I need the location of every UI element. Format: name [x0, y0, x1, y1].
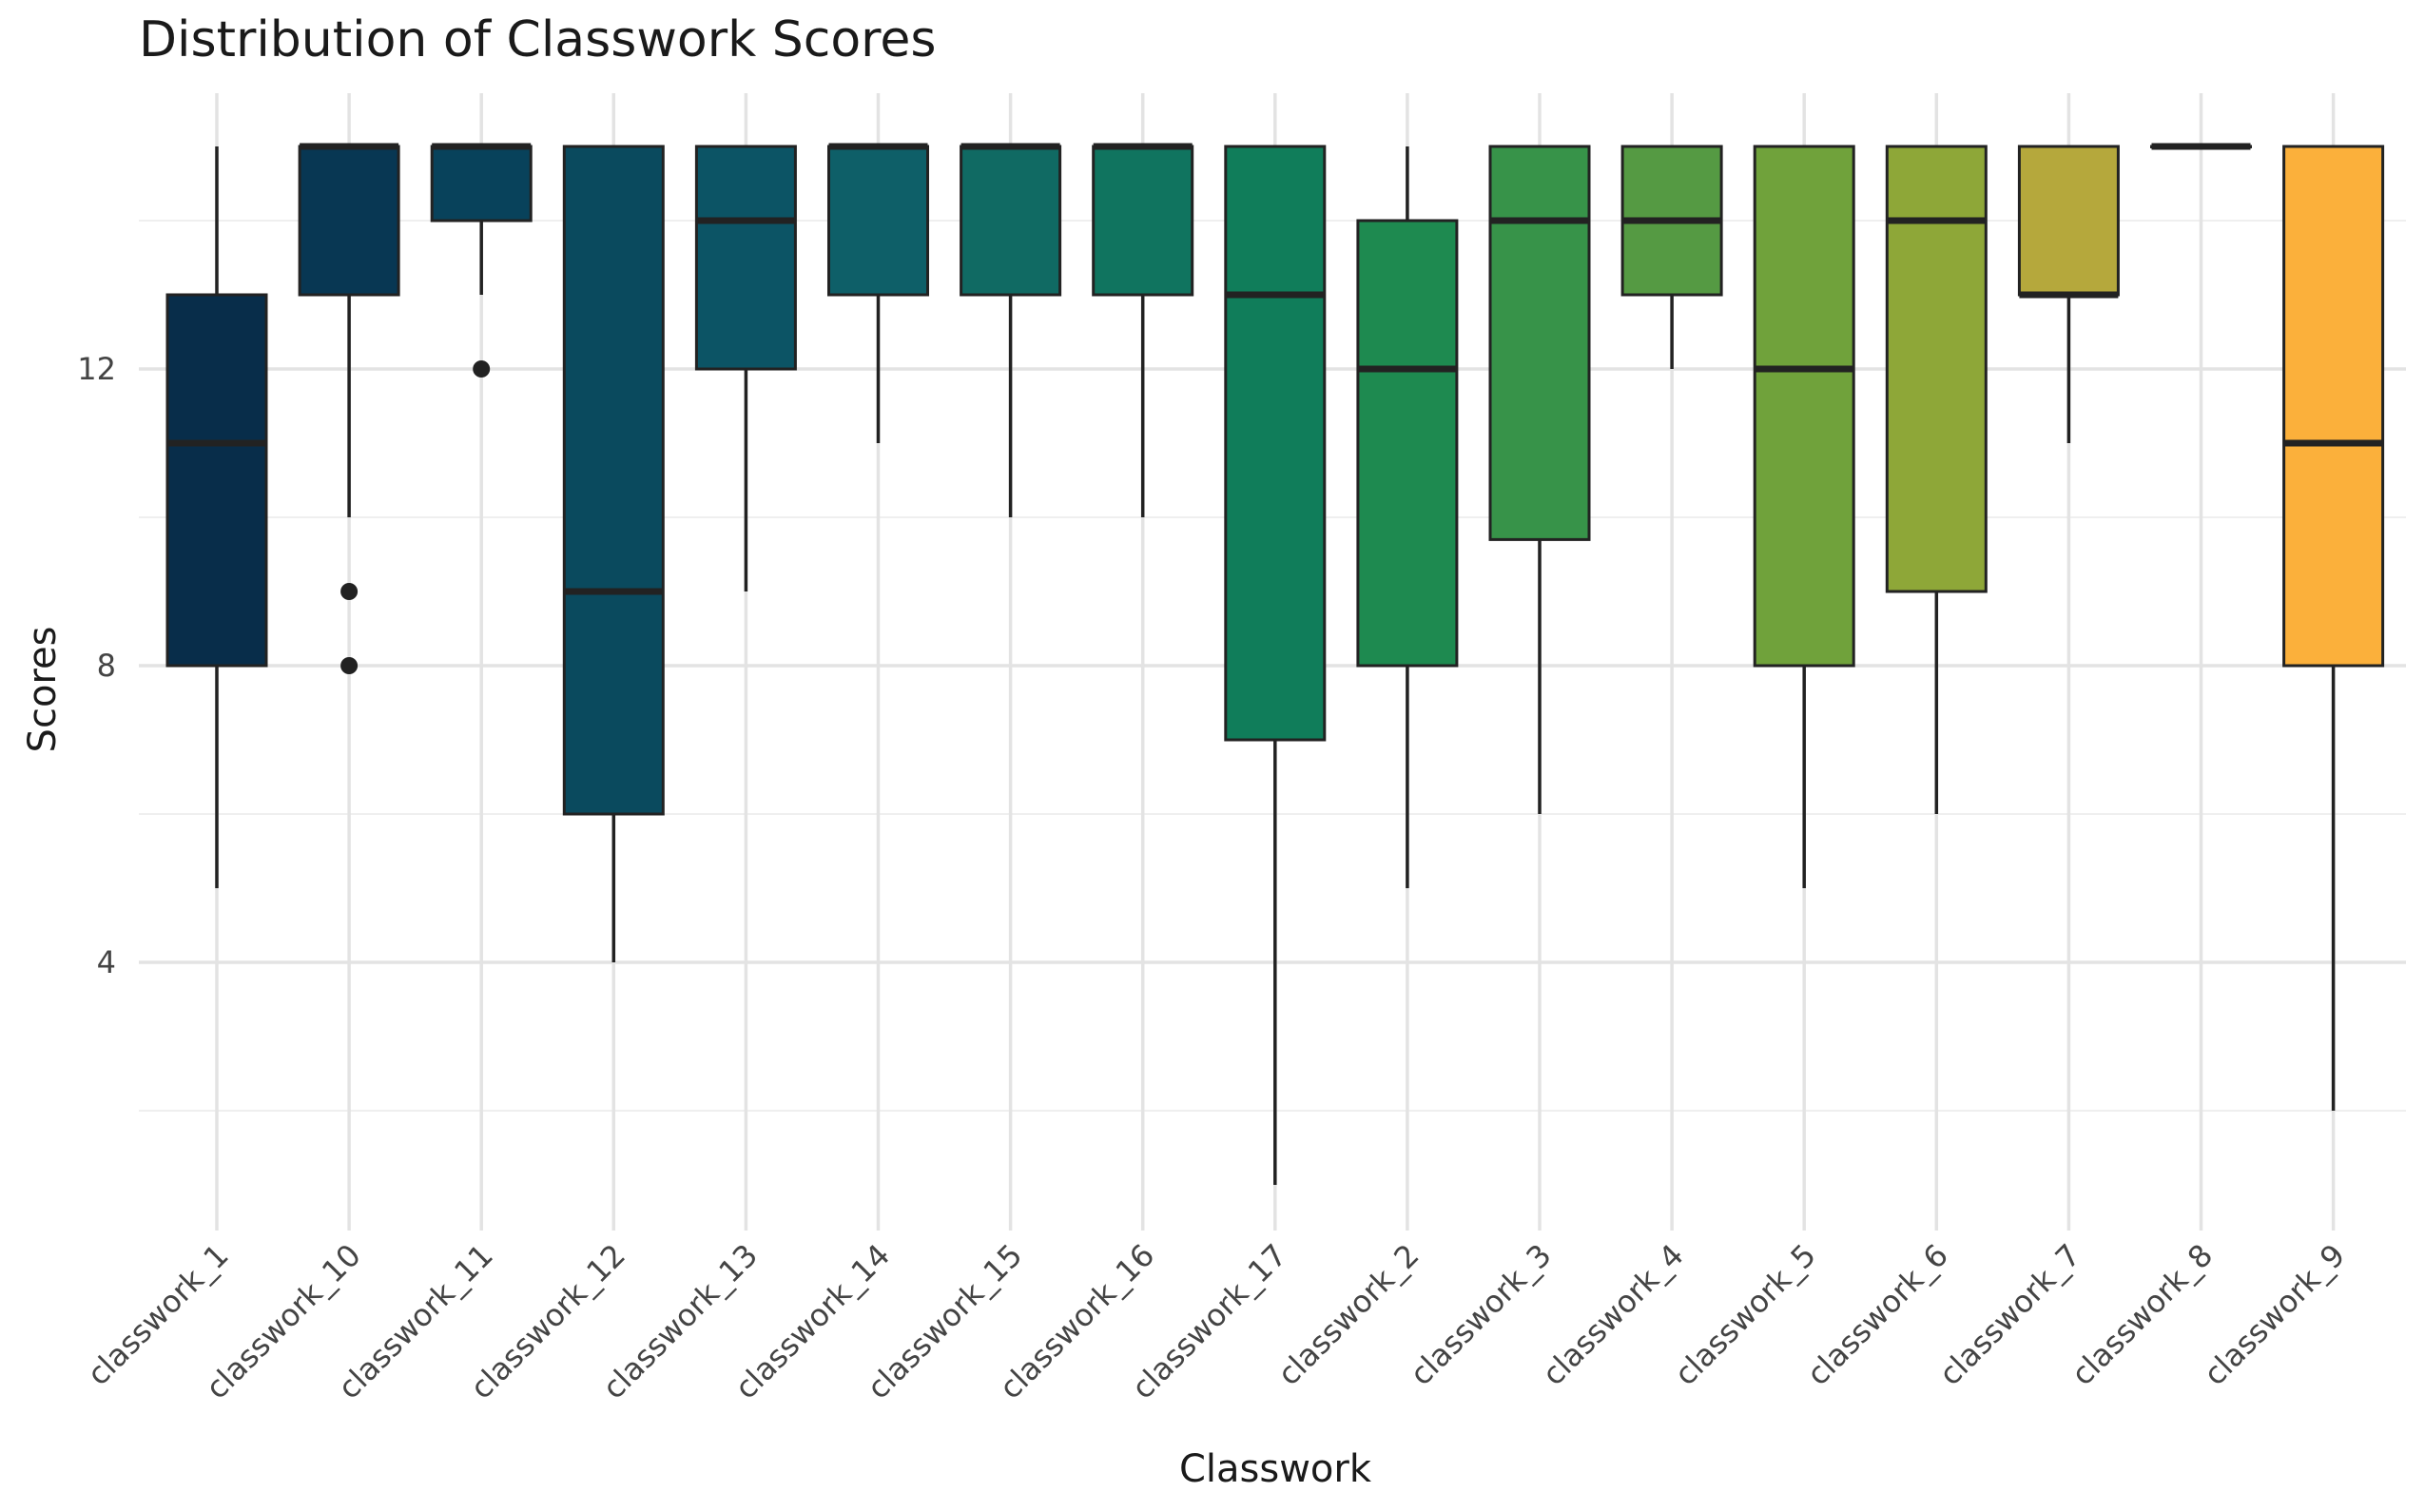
y-tick-label: 4 — [97, 944, 116, 980]
box-classwork_12 — [562, 145, 665, 962]
box-classwork_2 — [1356, 146, 1459, 888]
box-body — [2017, 145, 2120, 297]
axis-layer: 4812classwork_1classwork_10classwork_11c… — [77, 351, 2352, 1406]
box-classwork_4 — [1620, 145, 1723, 369]
box-body — [1753, 145, 1855, 668]
box-body — [562, 145, 665, 816]
box-classwork_14 — [827, 143, 929, 443]
box-body — [827, 145, 929, 297]
x-tick-label: classwork_7 — [1932, 1237, 2088, 1393]
box-classwork_16 — [1092, 143, 1194, 517]
box-body — [298, 145, 400, 297]
x-tick-label: classwork_4 — [1535, 1237, 1691, 1393]
box-body — [165, 293, 268, 668]
box-classwork_7 — [2017, 145, 2120, 443]
box-body — [430, 145, 533, 223]
box-body — [1356, 219, 1459, 668]
x-tick-label: classwork_9 — [2197, 1237, 2353, 1393]
x-tick-label: classwork_5 — [1667, 1237, 1823, 1393]
chart-title: Distribution of Classwork Scores — [139, 11, 937, 68]
box-body — [1224, 145, 1327, 742]
x-tick-label: classwork_6 — [1799, 1237, 1955, 1393]
y-tick-label: 8 — [97, 648, 116, 684]
box-body — [2282, 145, 2385, 668]
box-body — [694, 145, 797, 371]
outlier-point — [340, 583, 359, 600]
box-body — [1488, 145, 1591, 541]
outlier-point — [340, 657, 359, 674]
box-classwork_3 — [1488, 145, 1591, 814]
box-body — [1885, 145, 1988, 593]
box-classwork_11 — [430, 143, 533, 378]
x-tick-label: classwork_3 — [1403, 1237, 1559, 1393]
y-axis-title: Scores — [21, 627, 65, 753]
box-classwork_8 — [2150, 143, 2252, 150]
x-tick-label: classwork_2 — [1271, 1237, 1426, 1393]
box-classwork_6 — [1885, 145, 1988, 814]
x-tick-label: classwork_8 — [2065, 1237, 2221, 1393]
box-layer — [165, 143, 2385, 1185]
outlier-point — [473, 360, 491, 378]
box-classwork_13 — [694, 145, 797, 591]
box-body — [1092, 145, 1194, 297]
box-classwork_5 — [1753, 145, 1855, 888]
box-classwork_15 — [960, 143, 1062, 517]
box-classwork_9 — [2282, 145, 2385, 1111]
box-classwork_1 — [165, 146, 268, 888]
box-classwork_17 — [1224, 145, 1327, 1185]
box-body — [960, 145, 1062, 297]
y-tick-label: 12 — [77, 351, 116, 387]
x-axis-title: Classwork — [1179, 1447, 1372, 1491]
box-classwork_10 — [298, 143, 400, 674]
